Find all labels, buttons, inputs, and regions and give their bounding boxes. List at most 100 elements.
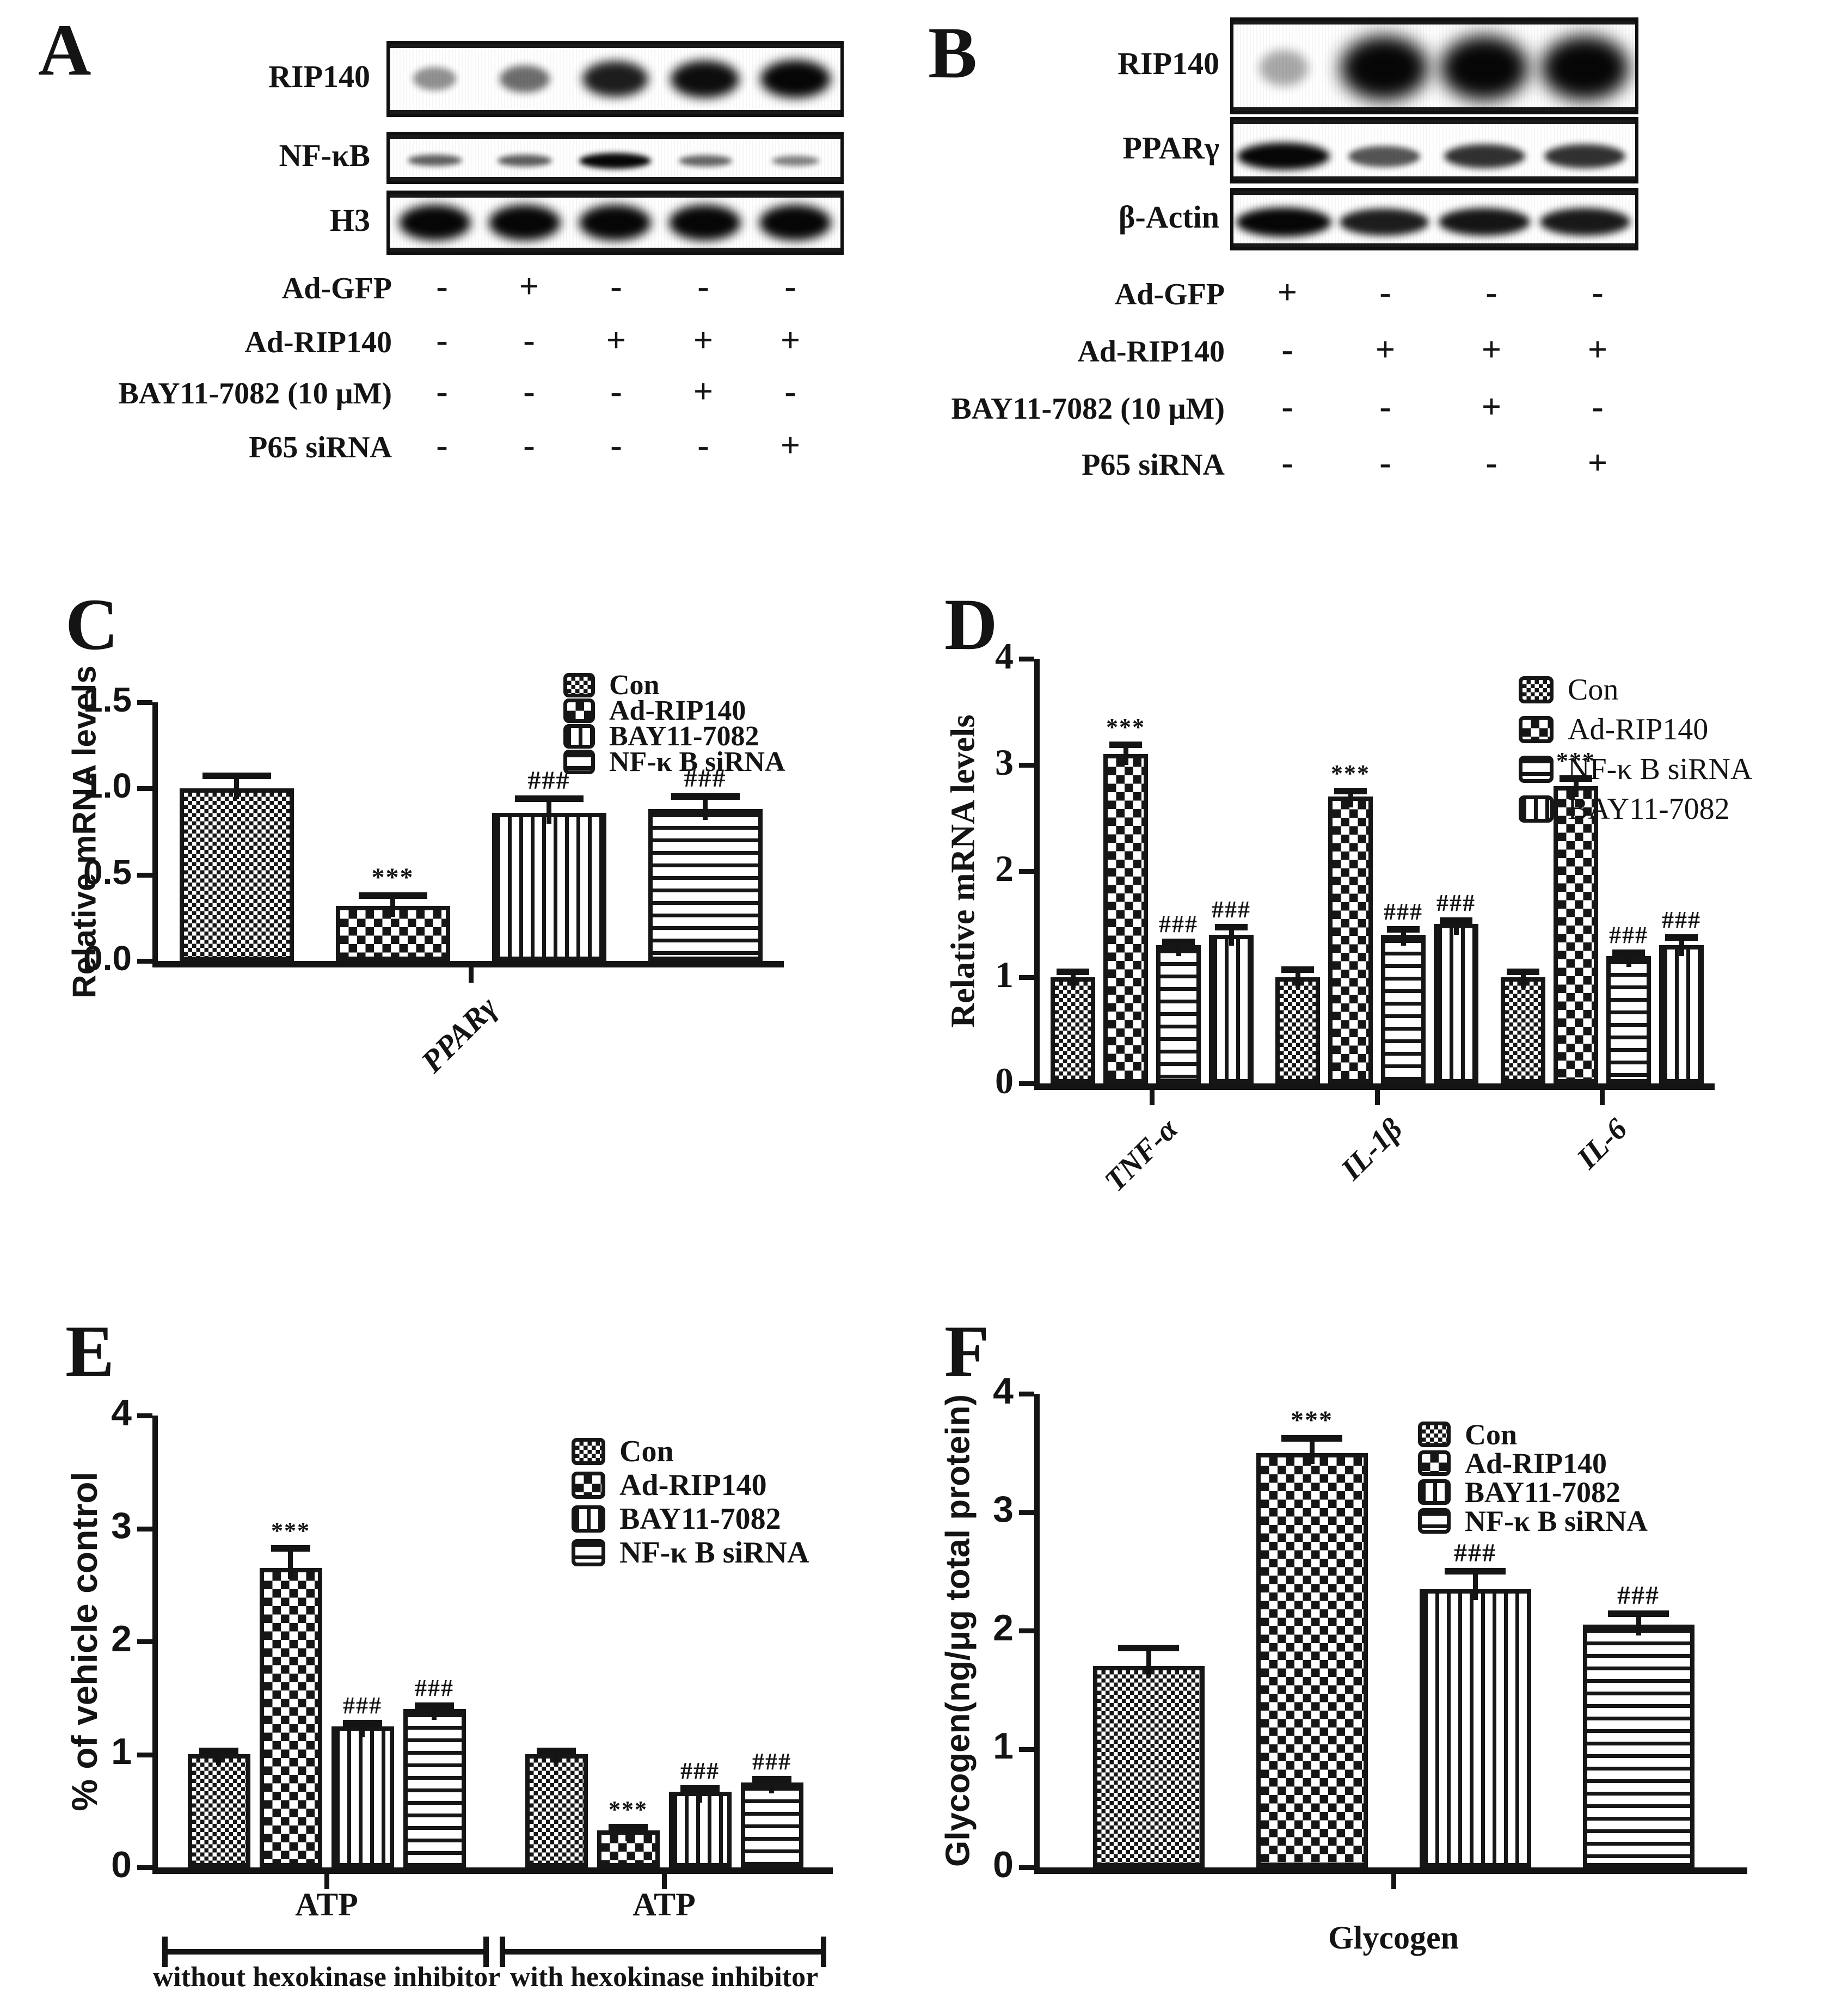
legend-swatch-bay11-7082 [1519, 795, 1554, 823]
bar-group: *** ### ### [1040, 1394, 1747, 1867]
legend-item: BAY11-7082 [563, 720, 785, 752]
blot-band [1340, 209, 1429, 236]
blot-target-label: β-Actin [1118, 199, 1219, 235]
bar-stack: *** [1256, 1394, 1368, 1867]
treatment-symbol: - [523, 372, 535, 411]
legend-swatch-con [572, 1438, 605, 1465]
group-annotation: with hexokinase inhibitor [509, 1962, 819, 1991]
group-bracket-end [162, 1937, 168, 1967]
legend-item: Ad-RIP140 [1519, 709, 1752, 749]
bar-stack [187, 1416, 250, 1867]
bar-nf-b-sirna [648, 809, 763, 961]
legend-swatch-ad-rip140 [572, 1472, 605, 1499]
blot-band [1348, 146, 1420, 167]
error-bar-stem [432, 1702, 437, 1720]
error-bar-stem [1123, 742, 1128, 765]
y-tick-mark [1019, 1747, 1034, 1752]
plot-area: 0 1 2 3 4 *** ### ### ATP without hexokinase inhi… [111, 1394, 833, 1991]
x-category-label: ATP [633, 1886, 696, 1922]
bar-con [525, 1754, 588, 1867]
bar-group: *** ### ### [1040, 659, 1264, 1083]
y-tick-mark [1019, 1628, 1034, 1633]
legend-label: Con [619, 1435, 674, 1468]
treatment-symbol: + [1481, 387, 1502, 426]
error-bar-stem [390, 892, 395, 917]
blot-edge-top [1233, 21, 1635, 24]
legend-label: BAY11-7082 [1568, 792, 1730, 826]
treatment-symbol: - [610, 426, 622, 464]
error-bar-stem [625, 1824, 631, 1841]
significance-label: ### [680, 1757, 720, 1785]
blot-band [413, 67, 456, 90]
bar-con [1501, 977, 1545, 1083]
significance-label: *** [371, 862, 414, 892]
panel-label-f: F [944, 1311, 990, 1392]
y-tick-mark [1019, 657, 1034, 661]
blot-edge-bottom [390, 110, 840, 114]
bar-nf-b-sirna [1156, 945, 1201, 1083]
bar-stack: *** [597, 1416, 660, 1867]
legend-label: NF-κ B siRNA [619, 1536, 809, 1570]
error-bar-stem [1453, 917, 1459, 935]
bar-stack [1501, 659, 1545, 1083]
plot-area: 0 1 2 3 4 *** ### ### TNF-α *** ### ### IL-1β *** ### #… [995, 638, 1715, 1198]
bar-ad-rip140 [1256, 1453, 1368, 1867]
error-bar [671, 793, 740, 820]
significance-label: *** [1556, 748, 1595, 775]
bar-nf-b-sirna [403, 1709, 466, 1867]
error-bar-stem [1472, 1568, 1478, 1600]
y-tick-label: 0 [995, 1060, 1014, 1101]
error-bar-stem [697, 1785, 703, 1803]
group-bracket-end [821, 1937, 826, 1967]
blot-band [1340, 35, 1428, 101]
legend-item: Con [563, 671, 785, 699]
error-bar-stem [1626, 949, 1631, 967]
y-tick-mark [1019, 763, 1034, 768]
treatment-symbol: - [610, 372, 622, 411]
treatment-symbol: + [1587, 443, 1608, 482]
bar-stack: ### [1381, 659, 1426, 1083]
treatment-symbol: - [697, 267, 709, 305]
y-tick-label: 4 [111, 1392, 132, 1433]
bar-stack [179, 702, 294, 961]
legend-swatch-ad-rip140 [1418, 1450, 1451, 1476]
bar-bay11-7082 [1419, 1589, 1531, 1867]
group-annotation: without hexokinase inhibitor [152, 1962, 501, 1991]
bar-stack: ### [1156, 659, 1201, 1083]
x-tick-mark [662, 1874, 667, 1889]
y-tick-label: 3 [993, 1488, 1014, 1530]
blot-edge-top [1233, 120, 1635, 124]
treatment-symbol: + [606, 321, 627, 359]
y-tick-mark [1019, 869, 1034, 874]
chart-panel-e: % of vehicle control 0 1 2 3 4 *** ### ### ATP wit… [33, 1323, 904, 1991]
legend-label: Ad-RIP140 [619, 1468, 767, 1502]
error-bar-stem [234, 773, 239, 799]
error-bar [609, 1824, 648, 1841]
bar-stack: ### [668, 1416, 732, 1867]
blot-target-label: RIP140 [268, 59, 370, 94]
y-tick-mark [137, 786, 152, 791]
blot-band [498, 155, 552, 167]
error-bar [199, 1748, 238, 1765]
treatment-row-label: Ad-GFP [1114, 278, 1225, 311]
treatment-symbol: + [1587, 330, 1608, 369]
x-tick-mark [324, 1874, 329, 1889]
blot-band [772, 156, 819, 166]
error-bar-stem [703, 793, 708, 820]
chart-legend: Con Ad-RIP140 NF-κ B siRNA BAY11-7082 [1519, 670, 1752, 829]
legend-item: NF-κ B siRNA [572, 1536, 809, 1570]
x-category-label: PPARγ [414, 989, 504, 1080]
y-tick-mark [137, 1413, 152, 1418]
legend-label: NF-κ B siRNA [1568, 752, 1753, 786]
treatment-symbol: - [1281, 387, 1293, 426]
legend-label: BAY11-7082 [609, 720, 759, 752]
blot-band [579, 205, 651, 241]
treatment-symbol: - [784, 372, 796, 411]
blot-band [759, 205, 831, 241]
bar-con [1092, 1666, 1205, 1867]
legend-label: NF-κ B siRNA [609, 746, 785, 777]
group-bracket-end [483, 1937, 489, 1967]
legend-label: Ad-RIP140 [1568, 712, 1709, 746]
blot-target-label: RIP140 [1118, 46, 1219, 81]
legend-swatch-con [563, 673, 595, 697]
